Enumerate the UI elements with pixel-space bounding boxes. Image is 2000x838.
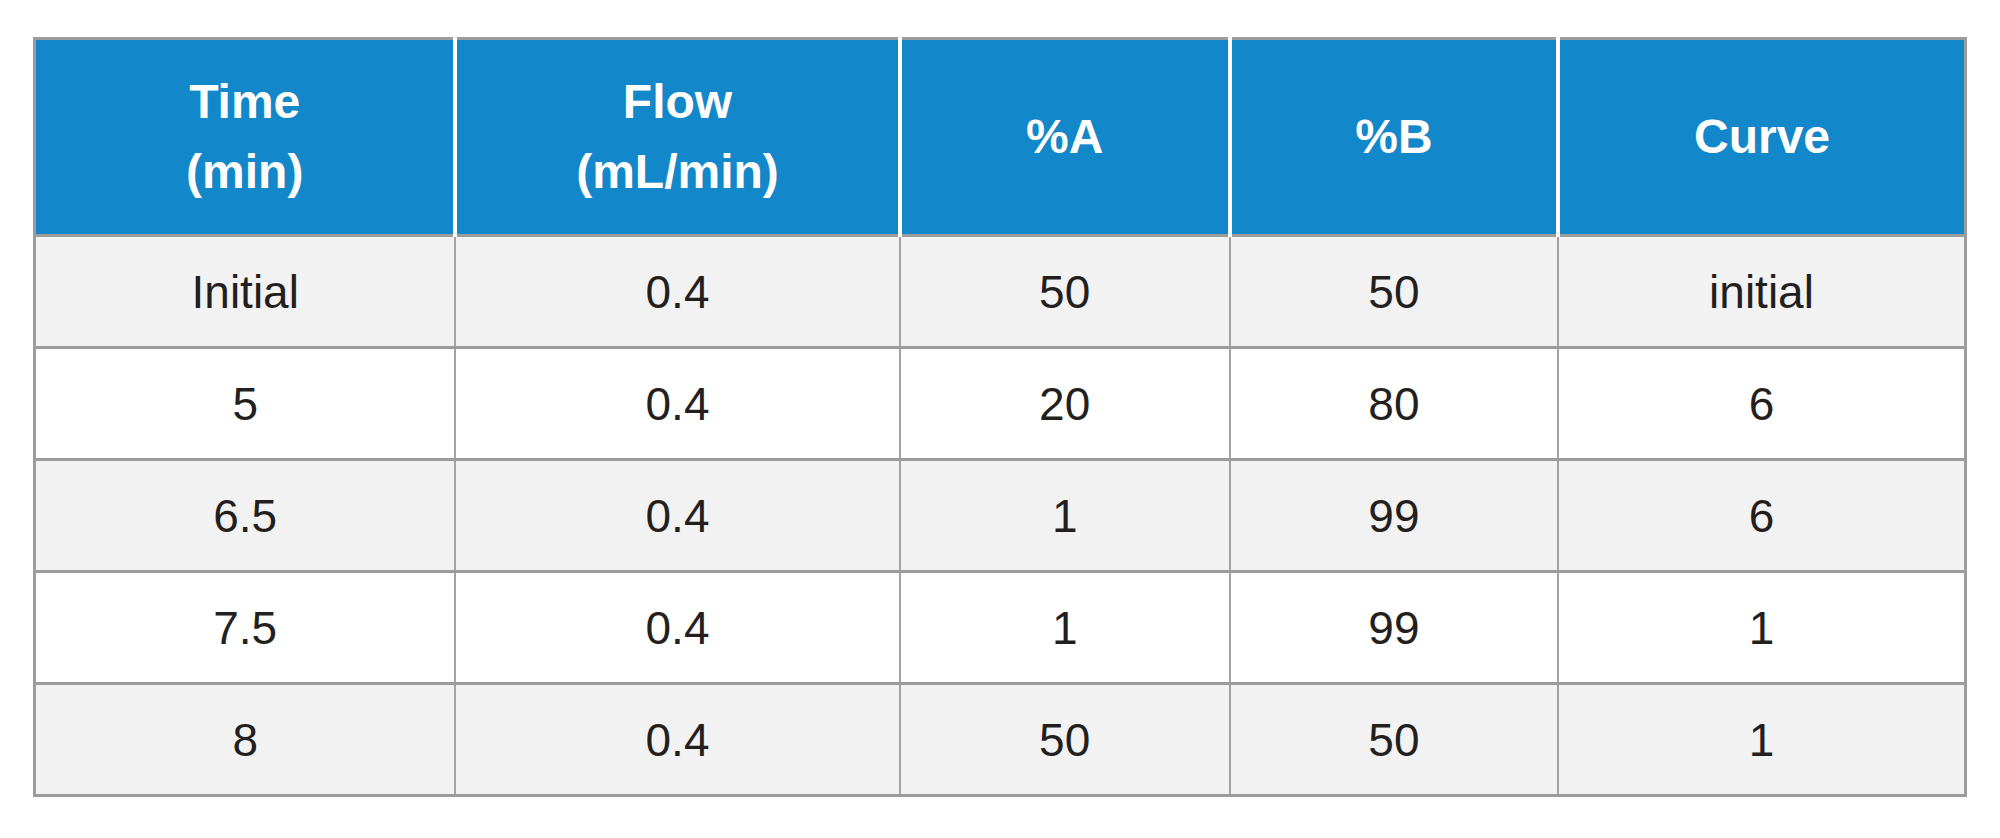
table-row: 6.5 0.4 1 99 6: [35, 460, 1966, 572]
cell-percent-a: 20: [900, 348, 1230, 460]
cell-percent-a: 1: [900, 460, 1230, 572]
table-row: 5 0.4 20 80 6: [35, 348, 1966, 460]
cell-flow: 0.4: [455, 684, 899, 796]
column-header-percent-a: %A: [900, 39, 1230, 236]
cell-curve: initial: [1558, 236, 1965, 348]
column-header-flow: Flow (mL/min): [455, 39, 899, 236]
cell-percent-b: 99: [1230, 460, 1558, 572]
cell-percent-b: 50: [1230, 684, 1558, 796]
cell-flow: 0.4: [455, 460, 899, 572]
cell-percent-a: 50: [900, 236, 1230, 348]
cell-percent-b: 99: [1230, 572, 1558, 684]
cell-curve: 1: [1558, 572, 1965, 684]
cell-time: Initial: [35, 236, 456, 348]
cell-percent-b: 80: [1230, 348, 1558, 460]
table-row: 8 0.4 50 50 1: [35, 684, 1966, 796]
gradient-table: Time (min) Flow (mL/min) %A %B Curve Ini…: [33, 37, 1967, 797]
column-header-percent-b: %B: [1230, 39, 1558, 236]
table-row: Initial 0.4 50 50 initial: [35, 236, 1966, 348]
table-row: 7.5 0.4 1 99 1: [35, 572, 1966, 684]
cell-curve: 1: [1558, 684, 1965, 796]
column-header-time: Time (min): [35, 39, 456, 236]
header-row: Time (min) Flow (mL/min) %A %B Curve: [35, 39, 1966, 236]
cell-time: 6.5: [35, 460, 456, 572]
column-header-curve: Curve: [1558, 39, 1965, 236]
cell-curve: 6: [1558, 348, 1965, 460]
cell-time: 7.5: [35, 572, 456, 684]
cell-percent-b: 50: [1230, 236, 1558, 348]
cell-time: 5: [35, 348, 456, 460]
gradient-table-container: Time (min) Flow (mL/min) %A %B Curve Ini…: [33, 37, 1967, 797]
cell-curve: 6: [1558, 460, 1965, 572]
cell-flow: 0.4: [455, 236, 899, 348]
cell-percent-a: 50: [900, 684, 1230, 796]
cell-percent-a: 1: [900, 572, 1230, 684]
cell-time: 8: [35, 684, 456, 796]
cell-flow: 0.4: [455, 348, 899, 460]
cell-flow: 0.4: [455, 572, 899, 684]
